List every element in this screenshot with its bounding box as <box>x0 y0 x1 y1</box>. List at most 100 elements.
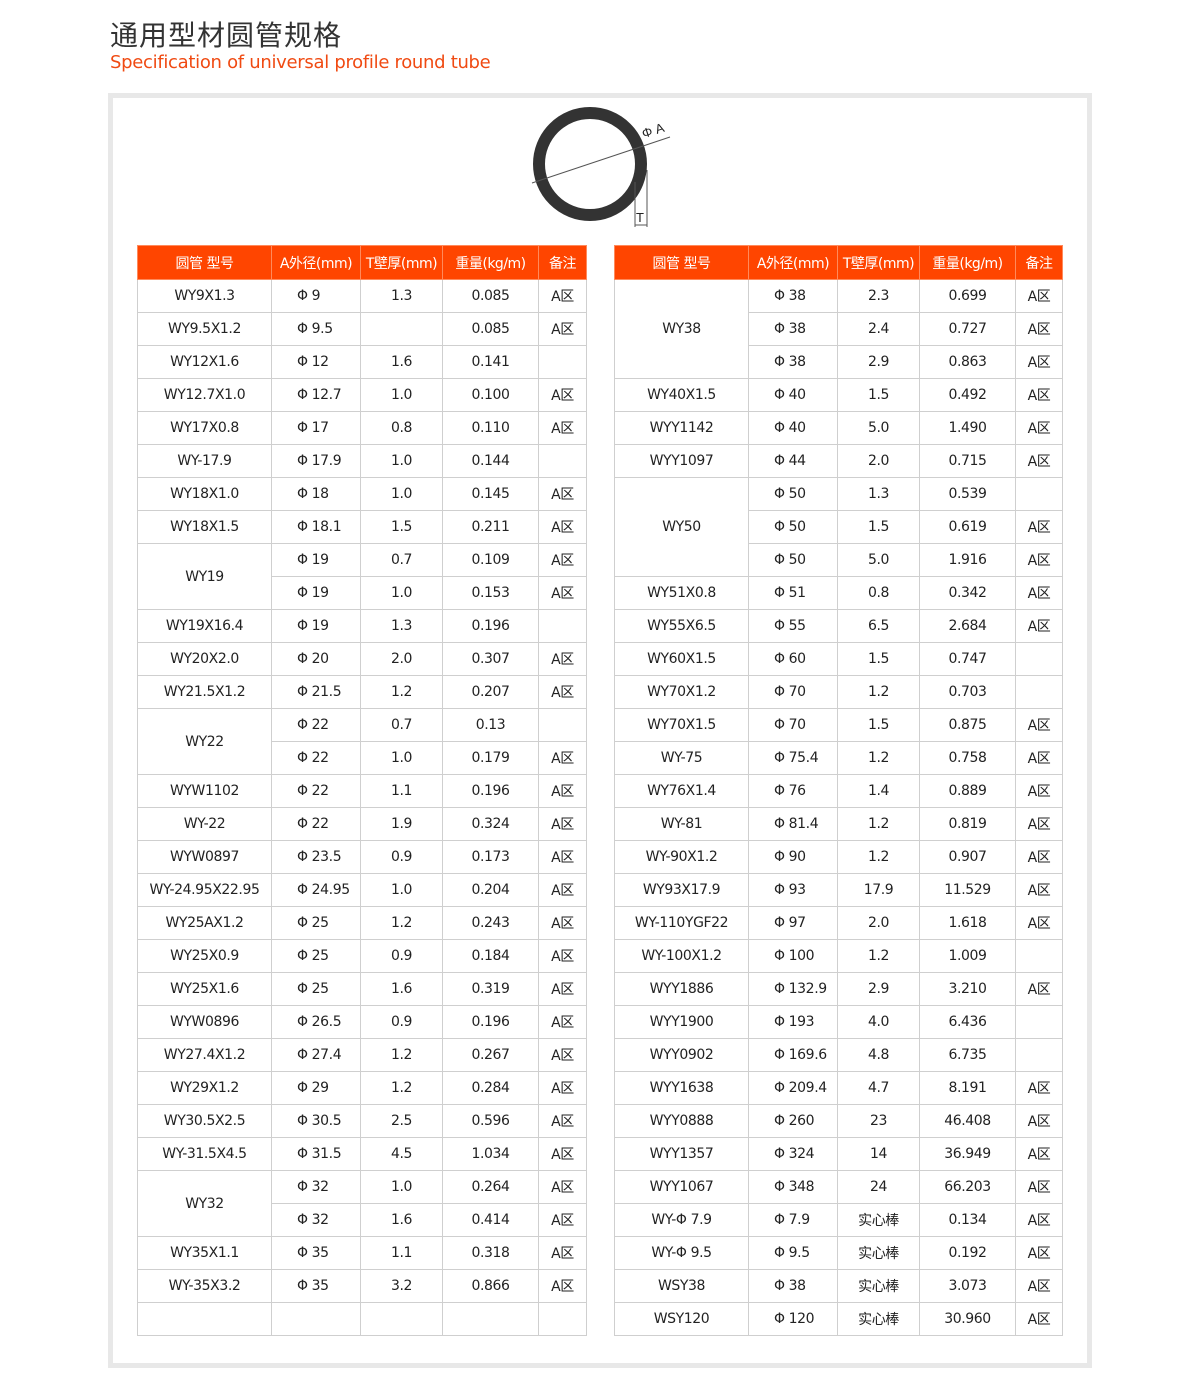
outer-diameter-cell: Φ 50 <box>748 543 838 577</box>
table-row: WY29X1.2 Φ 29 1.2 0.284 A区 <box>137 1071 587 1105</box>
table-row: WYY1097 Φ 44 2.0 0.715 A区 <box>614 444 1063 478</box>
model-cell: WY12X1.6 <box>137 345 272 379</box>
wall-thickness-cell: 1.6 <box>360 345 443 379</box>
weight-cell: 0.727 <box>919 312 1016 346</box>
table-row: WY17X0.8 Φ 17 0.8 0.110 A区 <box>137 411 587 445</box>
wall-thickness-cell: 1.5 <box>837 708 920 742</box>
wall-thickness-cell: 0.7 <box>360 543 443 577</box>
remark-cell: A区 <box>538 312 587 346</box>
diameter-label: Φ A <box>640 120 666 141</box>
model-cell: WY-81 <box>614 807 749 841</box>
wall-thickness-cell <box>360 312 443 346</box>
table-row: WY19 Φ 19 0.7 0.109 A区 <box>137 543 587 610</box>
wall-thickness-cell: 1.0 <box>360 576 443 610</box>
remark-cell <box>1015 477 1063 511</box>
weight-cell: 0.211 <box>442 510 539 544</box>
weight-cell: 1.009 <box>919 939 1016 973</box>
table-row: WY70X1.2 Φ 70 1.2 0.703 <box>614 675 1063 709</box>
wall-thickness-cell: 1.4 <box>837 774 920 808</box>
table-row: WYY0902 Φ 169.6 4.8 6.735 <box>614 1038 1063 1072</box>
model-cell: WY38 <box>614 279 749 379</box>
weight-cell: 0.284 <box>442 1071 539 1105</box>
weight-cell: 1.618 <box>919 906 1016 940</box>
table-row: WY25X1.6 Φ 25 1.6 0.319 A区 <box>137 972 587 1006</box>
col-model: 圆管 型号 <box>614 245 749 280</box>
remark-cell: A区 <box>1015 741 1063 775</box>
wall-thickness-cell: 2.0 <box>360 642 443 676</box>
remark-cell: A区 <box>1015 1203 1063 1237</box>
table-row: WY93X17.9 Φ 93 17.9 11.529 A区 <box>614 873 1063 907</box>
col-weight: 重量(kg/m) <box>919 245 1016 280</box>
weight-cell: 0.184 <box>442 939 539 973</box>
spec-table-right: 圆管 型号 A外径(mm) T壁厚(mm) 重量(kg/m) 备注 WY38 Φ … <box>614 245 1063 1336</box>
weight-cell: 0.192 <box>919 1236 1016 1270</box>
table-row: WYY1067 Φ 348 24 66.203 A区 <box>614 1170 1063 1204</box>
remark-cell: A区 <box>1015 1170 1063 1204</box>
model-cell: WY9X1.3 <box>137 279 272 313</box>
model-cell: WY55X6.5 <box>614 609 749 643</box>
table-row: Φ 32 1.6 0.414 A区 <box>138 1203 587 1237</box>
outer-diameter-cell: Φ 12 <box>271 345 361 379</box>
weight-cell: 0.703 <box>919 675 1016 709</box>
model-cell: WY-17.9 <box>137 444 272 478</box>
weight-cell: 0.699 <box>919 279 1016 313</box>
remark-cell: A区 <box>538 939 587 973</box>
remark-cell: A区 <box>538 1269 587 1303</box>
remark-cell: A区 <box>1015 1302 1063 1336</box>
remark-cell: A区 <box>1015 807 1063 841</box>
outer-diameter-cell: Φ 35 <box>271 1236 361 1270</box>
outer-diameter-cell: Φ 23.5 <box>271 840 361 874</box>
wall-thickness-cell: 4.7 <box>837 1071 920 1105</box>
model-cell: WY93X17.9 <box>614 873 749 907</box>
remark-cell <box>538 609 587 643</box>
outer-diameter-cell: Φ 193 <box>748 1005 838 1039</box>
wall-thickness-cell: 1.2 <box>837 675 920 709</box>
model-cell: WYY0902 <box>614 1038 749 1072</box>
remark-cell <box>1015 675 1063 709</box>
table-row: WY19X16.4 Φ 19 1.3 0.196 <box>137 609 587 643</box>
remark-cell: A区 <box>1015 576 1063 610</box>
outer-diameter-cell: Φ 30.5 <box>271 1104 361 1138</box>
wall-thickness-cell: 2.4 <box>837 312 920 346</box>
model-cell: WY9.5X1.2 <box>137 312 272 346</box>
weight-cell: 0.889 <box>919 774 1016 808</box>
table-row: WYW1102 Φ 22 1.1 0.196 A区 <box>137 774 587 808</box>
outer-diameter-cell: Φ 22 <box>271 708 361 742</box>
wall-thickness-cell: 5.0 <box>837 411 920 445</box>
model-cell: WY51X0.8 <box>614 576 749 610</box>
wall-thickness-cell: 1.0 <box>360 741 443 775</box>
remark-cell: A区 <box>538 1203 587 1237</box>
col-remark: 备注 <box>1015 245 1063 280</box>
weight-cell: 1.490 <box>919 411 1016 445</box>
model-cell: WYY1067 <box>614 1170 749 1204</box>
remark-cell: A区 <box>1015 774 1063 808</box>
table-row: Φ 19 1.0 0.153 A区 <box>138 576 587 610</box>
table-row: WY18X1.5 Φ 18.1 1.5 0.211 A区 <box>137 510 587 544</box>
table-row: WYY1638 Φ 209.4 4.7 8.191 A区 <box>614 1071 1063 1105</box>
table-row: WYY1886 Φ 132.9 2.9 3.210 A区 <box>614 972 1063 1006</box>
model-cell: WYY1142 <box>614 411 749 445</box>
table-row: WY12X1.6 Φ 12 1.6 0.141 <box>137 345 587 379</box>
remark-cell: A区 <box>1015 543 1063 577</box>
table-row: WY40X1.5 Φ 40 1.5 0.492 A区 <box>614 378 1063 412</box>
model-cell: WY-110YGF22 <box>614 906 749 940</box>
table-row: WY32 Φ 32 1.0 0.264 A区 <box>137 1170 587 1237</box>
outer-diameter-cell: Φ 40 <box>748 378 838 412</box>
table-row: WY60X1.5 Φ 60 1.5 0.747 <box>614 642 1063 676</box>
model-cell: WY19 <box>137 543 272 610</box>
col-model: 圆管 型号 <box>137 245 272 280</box>
outer-diameter-cell: Φ 50 <box>748 477 838 511</box>
table-row: WYY1900 Φ 193 4.0 6.436 <box>614 1005 1063 1039</box>
remark-cell: A区 <box>538 873 587 907</box>
model-cell: WY70X1.5 <box>614 708 749 742</box>
wall-thickness-cell <box>360 1302 443 1336</box>
remark-cell: A区 <box>1015 444 1063 478</box>
outer-diameter-cell: Φ 25 <box>271 906 361 940</box>
outer-diameter-cell: Φ 38 <box>748 345 838 379</box>
outer-diameter-cell: Φ 132.9 <box>748 972 838 1006</box>
remark-cell: A区 <box>538 807 587 841</box>
remark-cell: A区 <box>538 906 587 940</box>
table-row: WSY120 Φ 120 实心棒 30.960 A区 <box>614 1302 1063 1336</box>
outer-diameter-cell: Φ 38 <box>748 279 838 313</box>
model-cell: WY25AX1.2 <box>137 906 272 940</box>
